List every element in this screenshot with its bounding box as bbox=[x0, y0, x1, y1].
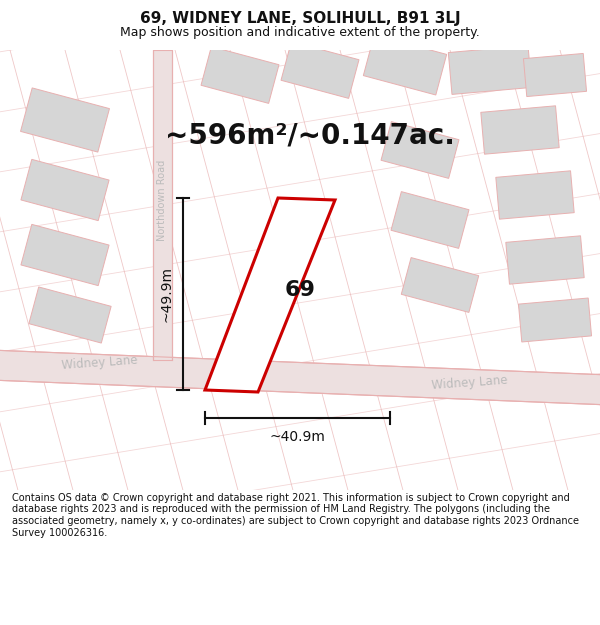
Polygon shape bbox=[21, 159, 109, 221]
Polygon shape bbox=[201, 47, 279, 103]
Polygon shape bbox=[481, 106, 559, 154]
Text: 69, WIDNEY LANE, SOLIHULL, B91 3LJ: 69, WIDNEY LANE, SOLIHULL, B91 3LJ bbox=[140, 11, 460, 26]
Text: Map shows position and indicative extent of the property.: Map shows position and indicative extent… bbox=[120, 26, 480, 39]
Text: 69: 69 bbox=[284, 280, 316, 300]
Polygon shape bbox=[153, 50, 172, 360]
Polygon shape bbox=[401, 258, 479, 312]
Polygon shape bbox=[523, 54, 587, 96]
Polygon shape bbox=[281, 42, 359, 98]
Text: ~49.9m: ~49.9m bbox=[159, 266, 173, 322]
Polygon shape bbox=[21, 224, 109, 286]
Text: Contains OS data © Crown copyright and database right 2021. This information is : Contains OS data © Crown copyright and d… bbox=[12, 492, 579, 538]
Polygon shape bbox=[0, 350, 600, 405]
Text: ~40.9m: ~40.9m bbox=[269, 430, 325, 444]
Text: ~596m²/~0.147ac.: ~596m²/~0.147ac. bbox=[165, 121, 455, 149]
Polygon shape bbox=[20, 88, 109, 152]
Polygon shape bbox=[518, 298, 592, 342]
Polygon shape bbox=[506, 236, 584, 284]
Polygon shape bbox=[364, 35, 446, 95]
Text: Widney Lane: Widney Lane bbox=[431, 374, 508, 392]
Polygon shape bbox=[205, 198, 335, 392]
Polygon shape bbox=[448, 46, 532, 94]
Polygon shape bbox=[496, 171, 574, 219]
Text: Widney Lane: Widney Lane bbox=[62, 354, 139, 372]
Polygon shape bbox=[381, 122, 459, 178]
Polygon shape bbox=[29, 287, 111, 343]
Text: Northdown Road: Northdown Road bbox=[157, 159, 167, 241]
Polygon shape bbox=[391, 192, 469, 248]
